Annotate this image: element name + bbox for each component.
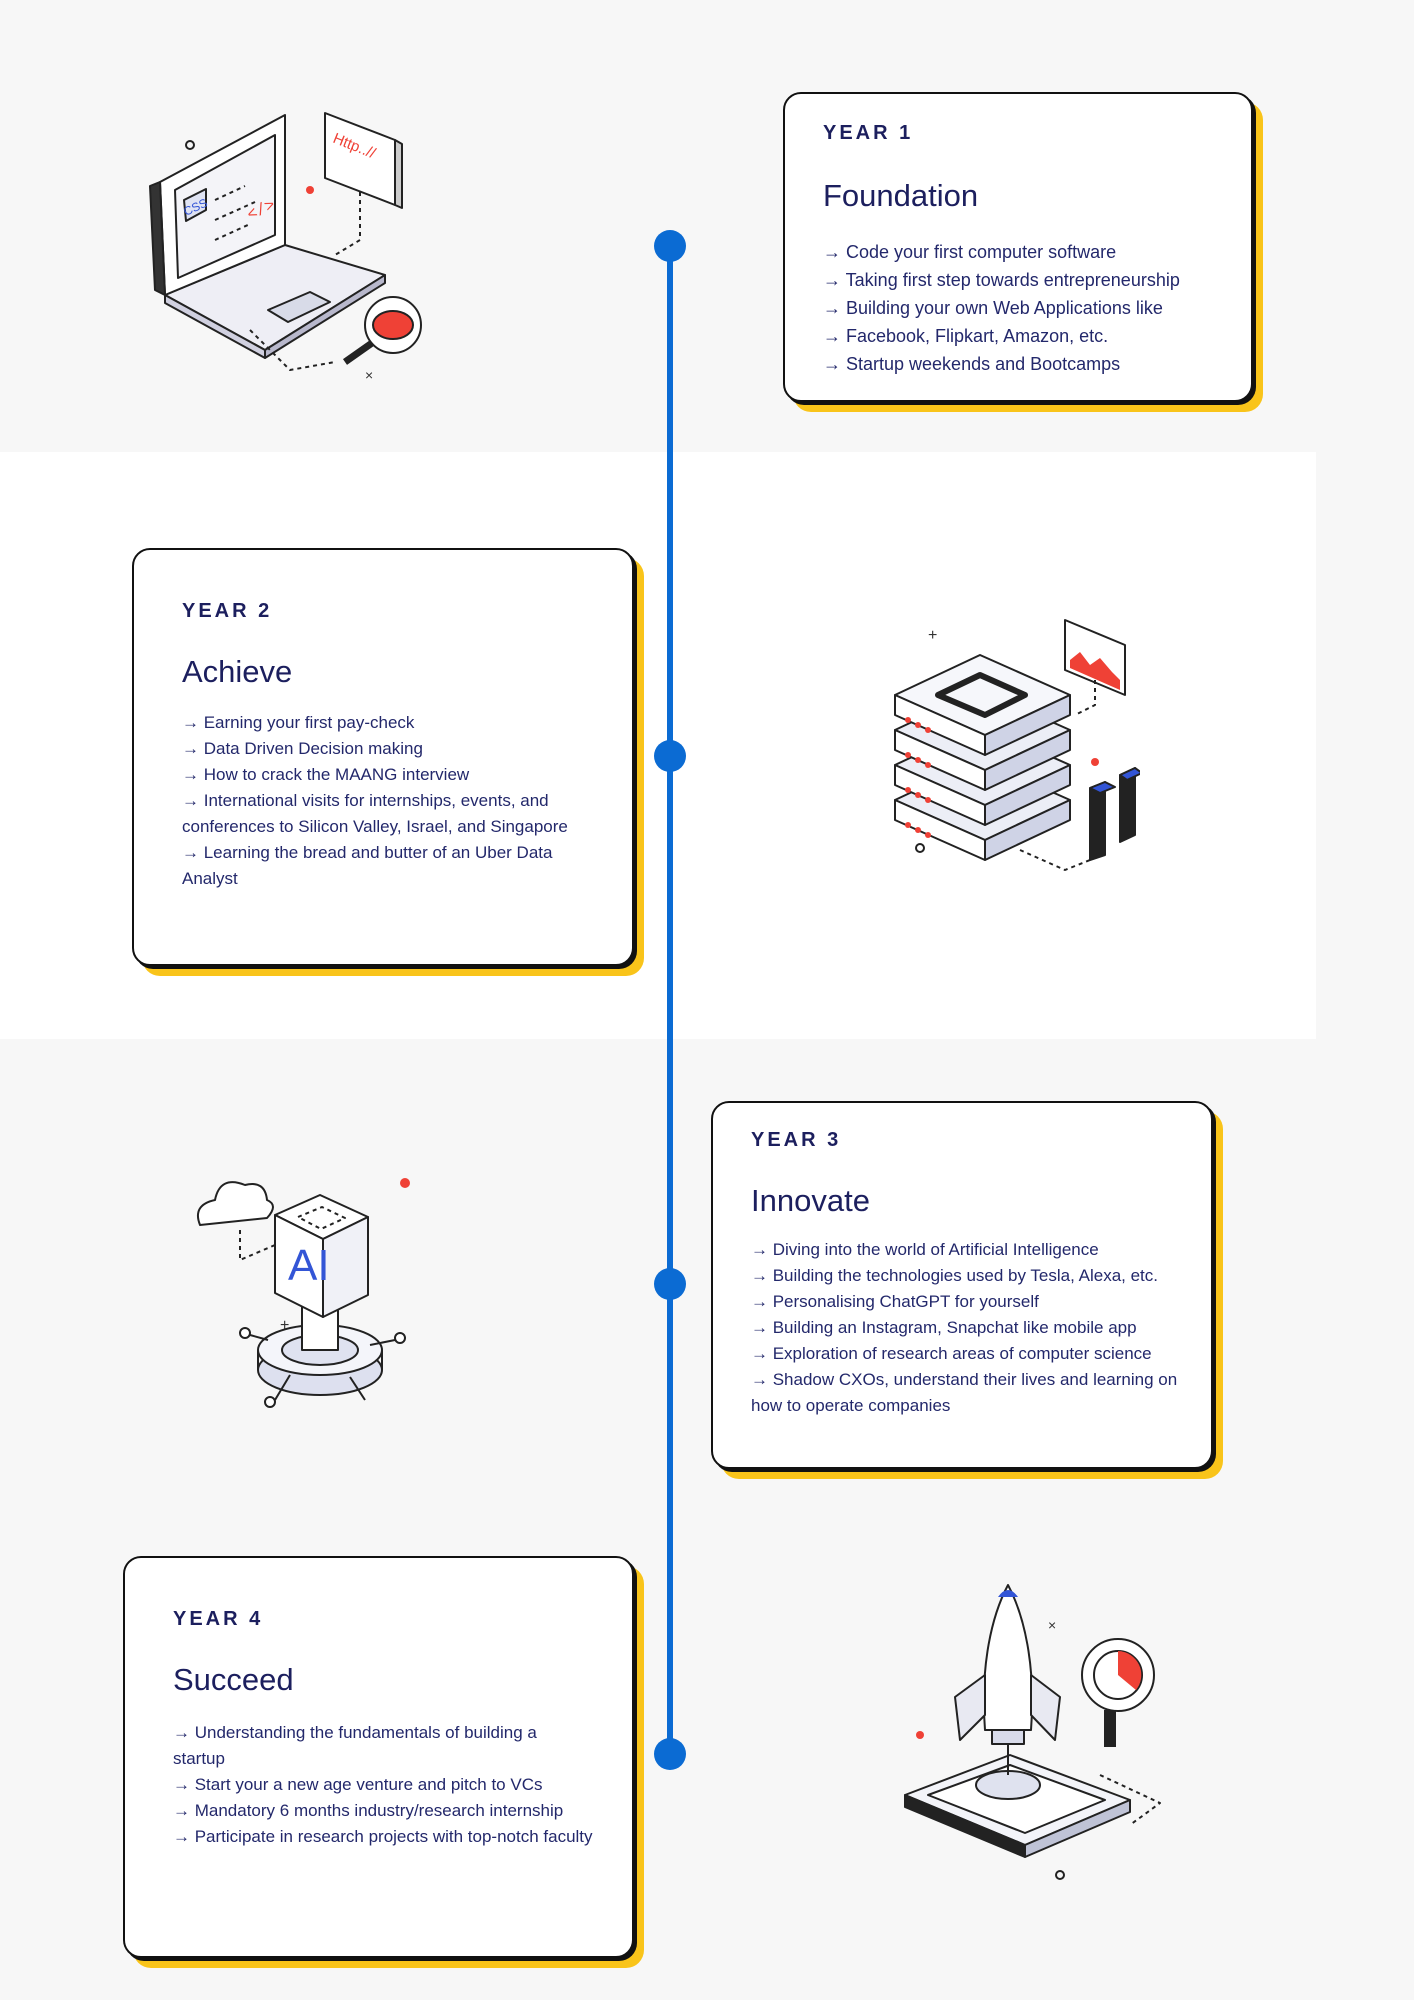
ai-cube-illustration: AI + [196, 1178, 410, 1408]
list-item: → Data Driven Decision making [182, 739, 423, 758]
card-title: Foundation [823, 178, 979, 213]
list-item: → Code your first computer software [823, 242, 1117, 262]
card-points: → Understanding the fundamentals of buil… [173, 1720, 593, 1850]
timeline-dot-year2 [654, 740, 686, 772]
year-label: YEAR 1 [823, 122, 914, 144]
year-card-3: YEAR 3 Innovate → Diving into the world … [711, 1101, 1223, 1479]
list-item: → How to crack the MAANG interview [182, 765, 470, 784]
list-item: → Taking first step towards entrepreneur… [823, 270, 1180, 290]
timeline-dot-year1 [654, 230, 686, 262]
list-item: → Participate in research projects with … [173, 1827, 593, 1846]
rocket-launch-illustration: × [904, 1584, 1161, 1880]
svg-text:×: × [365, 367, 373, 383]
list-item: → Learning the bread and butter of an Ub… [182, 843, 553, 888]
timeline-dot-year3 [654, 1268, 686, 1300]
year-label: YEAR 4 [173, 1608, 264, 1630]
list-item: → Startup weekends and Bootcamps [823, 354, 1121, 374]
server-stack-illustration: + [894, 619, 1140, 871]
card-body: YEAR 1 Foundation → Code your first comp… [783, 92, 1253, 402]
year-label: YEAR 3 [751, 1129, 842, 1151]
card-body: YEAR 4 Succeed → Understanding the funda… [123, 1556, 634, 1958]
card-title: Succeed [173, 1662, 294, 1697]
list-item: → Exploration of research areas of compu… [751, 1344, 1152, 1363]
card-body: YEAR 3 Innovate → Diving into the world … [711, 1101, 1213, 1469]
list-item: → Diving into the world of Artificial In… [751, 1240, 1099, 1259]
list-item: → Building your own Web Applications lik… [823, 298, 1163, 318]
svg-text:×: × [1048, 1617, 1056, 1633]
year-card-1: YEAR 1 Foundation → Code your first comp… [783, 92, 1263, 412]
timeline-dot-year4 [654, 1738, 686, 1770]
year-card-4: YEAR 4 Succeed → Understanding the funda… [123, 1556, 644, 1968]
list-item: → Personalising ChatGPT for yourself [751, 1292, 1039, 1311]
list-item: → Shadow CXOs, understand their lives an… [751, 1370, 1178, 1415]
list-item: → Building an Instagram, Snapchat like m… [751, 1318, 1137, 1337]
list-item: → Building the technologies used by Tesl… [751, 1266, 1158, 1285]
year-label: YEAR 2 [182, 600, 273, 622]
list-item: → Understanding the fundamentals of buil… [173, 1723, 537, 1768]
list-item: → Start your a new age venture and pitch… [173, 1775, 543, 1794]
svg-text:+: + [928, 627, 937, 644]
card-points: → Code your first computer software → Ta… [823, 238, 1243, 378]
list-item: → Mandatory 6 months industry/research i… [173, 1801, 564, 1820]
laptop-code-illustration: CSS </> Http..// × [149, 112, 422, 383]
card-title: Innovate [751, 1183, 870, 1218]
timeline-line [667, 245, 673, 1755]
list-item: → International visits for internships, … [182, 791, 568, 836]
year-card-2: YEAR 2 Achieve → Earning your first pay-… [132, 548, 644, 976]
card-points: → Earning your first pay-check → Data Dr… [182, 710, 592, 892]
list-item: → Facebook, Flipkart, Amazon, etc. [823, 326, 1109, 346]
list-item: → Earning your first pay-check [182, 713, 415, 732]
ai-label: AI [288, 1241, 330, 1290]
card-title: Achieve [182, 654, 293, 689]
card-points: → Diving into the world of Artificial In… [751, 1237, 1181, 1419]
card-body: YEAR 2 Achieve → Earning your first pay-… [132, 548, 634, 966]
svg-text:+: + [280, 1317, 289, 1334]
